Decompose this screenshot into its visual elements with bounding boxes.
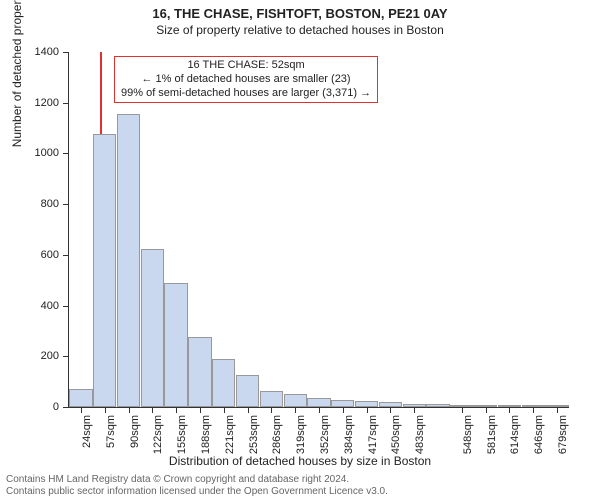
y-tick-label: 200 — [19, 350, 59, 362]
histogram-bar — [141, 249, 164, 407]
y-tick-label: 600 — [19, 249, 59, 261]
histogram-bar — [69, 389, 92, 407]
y-tick — [63, 103, 69, 104]
x-tick — [224, 407, 225, 413]
x-tick — [248, 407, 249, 413]
x-tick — [533, 407, 534, 413]
y-tick — [63, 52, 69, 53]
y-tick — [63, 204, 69, 205]
x-axis-title: Distribution of detached houses by size … — [0, 454, 600, 468]
y-tick — [63, 153, 69, 154]
y-tick-label: 1400 — [19, 46, 59, 58]
y-tick-label: 1200 — [19, 97, 59, 109]
x-tick — [557, 407, 558, 413]
annotation-line1: 16 THE CHASE: 52sqm — [121, 59, 371, 73]
annotation-box: 16 THE CHASE: 52sqm ← 1% of detached hou… — [114, 56, 378, 103]
histogram-bar — [331, 400, 354, 407]
x-tick — [81, 407, 82, 413]
histogram-bar — [236, 375, 259, 407]
x-tick — [176, 407, 177, 413]
histogram-bar — [284, 394, 307, 407]
y-tick — [63, 407, 69, 408]
footer: Contains HM Land Registry data © Crown c… — [6, 474, 388, 498]
x-tick — [295, 407, 296, 413]
x-tick — [390, 407, 391, 413]
x-tick — [105, 407, 106, 413]
x-tick — [486, 407, 487, 413]
x-tick — [129, 407, 130, 413]
histogram-bar — [426, 404, 449, 407]
histogram-bar — [164, 283, 187, 407]
x-tick — [152, 407, 153, 413]
histogram-bar — [212, 359, 235, 407]
x-tick — [414, 407, 415, 413]
chart-subtitle: Size of property relative to detached ho… — [0, 21, 600, 37]
annotation-line2: ← 1% of detached houses are smaller (23) — [121, 73, 371, 87]
histogram-bar — [307, 398, 330, 407]
plot-area: 16 THE CHASE: 52sqm ← 1% of detached hou… — [68, 52, 569, 408]
y-tick-label: 0 — [19, 401, 59, 413]
histogram-bar — [260, 391, 283, 407]
y-tick-label: 800 — [19, 198, 59, 210]
footer-line1: Contains HM Land Registry data © Crown c… — [6, 474, 388, 486]
y-tick-label: 400 — [19, 300, 59, 312]
chart-title: 16, THE CHASE, FISHTOFT, BOSTON, PE21 0A… — [0, 0, 600, 21]
x-tick — [271, 407, 272, 413]
histogram-bar — [188, 337, 211, 407]
footer-line2: Contains public sector information licen… — [6, 486, 388, 498]
annotation-line3: 99% of semi-detached houses are larger (… — [121, 87, 371, 101]
x-tick — [319, 407, 320, 413]
y-tick — [63, 306, 69, 307]
histogram-bar — [93, 134, 116, 407]
y-tick — [63, 356, 69, 357]
x-tick — [200, 407, 201, 413]
y-axis-title: Number of detached properties — [10, 0, 24, 147]
y-tick — [63, 255, 69, 256]
x-tick — [509, 407, 510, 413]
chart-container: 16, THE CHASE, FISHTOFT, BOSTON, PE21 0A… — [0, 0, 600, 500]
x-tick — [343, 407, 344, 413]
x-tick — [367, 407, 368, 413]
x-tick — [462, 407, 463, 413]
histogram-bar — [117, 114, 140, 407]
y-tick-label: 1000 — [19, 147, 59, 159]
